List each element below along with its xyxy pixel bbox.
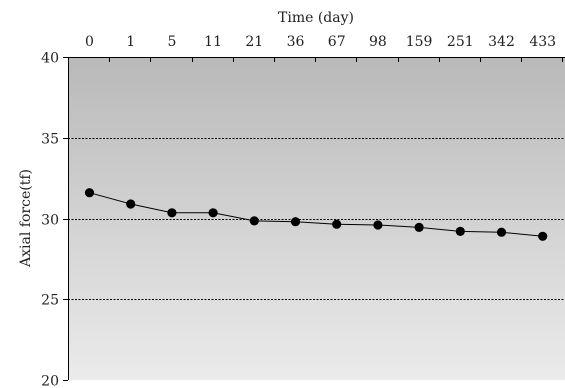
x-tick-label-0: 0: [85, 34, 94, 50]
y-tick-labels: 20 25 30 35 40: [41, 51, 59, 388]
x-tick-label-67: 67: [328, 34, 346, 50]
data-point-159: [414, 222, 424, 232]
data-point-251: [455, 226, 465, 236]
x-tick-label-433: 433: [529, 34, 556, 50]
y-tick-label-25: 25: [41, 293, 59, 309]
x-tick-label-5: 5: [167, 34, 176, 50]
x-tick-label-36: 36: [287, 34, 305, 50]
x-tick-label-251: 251: [447, 34, 474, 50]
y-tick-label-20: 20: [41, 374, 59, 388]
data-point-433: [538, 231, 548, 241]
y-tick-label-40: 40: [41, 51, 59, 67]
grid-lines: [68, 138, 565, 300]
data-point-11: [208, 208, 218, 218]
x-tick-label-11: 11: [204, 34, 222, 50]
data-point-342: [496, 227, 507, 237]
data-point-67: [332, 219, 342, 229]
data-point-0: [84, 188, 95, 198]
x-tick-label-159: 159: [406, 34, 433, 50]
y-tick-label-35: 35: [41, 132, 59, 148]
data-point-36: [290, 217, 301, 227]
x-tick-label-21: 21: [245, 34, 263, 50]
x-tick-label-98: 98: [369, 34, 387, 50]
x-tick-label-1: 1: [126, 34, 135, 50]
axes: [63, 57, 565, 381]
x-tick-labels: 0 1 5 11 21 36 67 98 159 251 342 433: [85, 34, 556, 50]
y-axis-title: Axial force(tf): [18, 169, 34, 268]
y-tick-label-30: 30: [41, 213, 59, 229]
data-point-21: [249, 216, 259, 226]
x-axis-title: Time (day): [278, 10, 354, 26]
series-line-0: [89, 192, 543, 237]
x-tick-label-342: 342: [488, 34, 515, 50]
data-series: [84, 188, 548, 241]
data-point-98: [373, 220, 383, 230]
plot-area: [68, 57, 565, 380]
data-point-1: [126, 199, 136, 209]
data-point-5: [167, 208, 177, 218]
